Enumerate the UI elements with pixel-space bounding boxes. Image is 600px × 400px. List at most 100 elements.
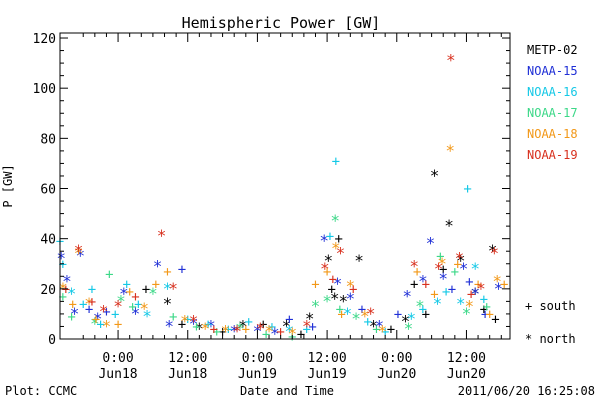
data-point-south: +	[285, 312, 293, 328]
data-point-north: *	[320, 259, 330, 278]
data-point-north: *	[346, 276, 356, 295]
data-point-north: *	[369, 316, 379, 335]
data-point-north: *	[494, 279, 504, 298]
x-tick-time-label: 0:00	[242, 351, 273, 366]
data-point-south: +	[381, 324, 389, 340]
data-point-north: *	[221, 321, 231, 340]
data-point-north: *	[402, 286, 412, 305]
data-point-south: +	[323, 264, 331, 280]
data-point-north: *	[470, 284, 480, 303]
data-point-north: *	[168, 279, 178, 298]
data-point-north: *	[74, 244, 84, 263]
data-point-north: *	[157, 226, 167, 245]
data-point-north: *	[90, 314, 100, 333]
y-tick-label: 40	[40, 233, 56, 248]
y-tick-label: 120	[33, 32, 56, 47]
x-axis-label: Date and Time	[240, 384, 334, 398]
data-point-north: *	[139, 299, 149, 318]
data-point-north: *	[232, 321, 242, 340]
series-noaa-16: ++*++++++**+ + + + + * +++* ++* + *+*+*+	[56, 154, 488, 341]
data-point-south: +	[244, 314, 252, 330]
data-point-south: +	[422, 277, 430, 293]
data-point-south: +	[67, 309, 75, 325]
legend-marker-north: * north	[525, 332, 576, 346]
data-point-south: +	[442, 284, 450, 300]
data-point-north: *	[102, 316, 112, 335]
data-point-south: +	[102, 304, 110, 320]
data-point-north: *	[459, 259, 469, 278]
data-point-south: +	[178, 262, 186, 278]
data-point-south: +	[169, 309, 177, 325]
data-point-south: +	[454, 257, 462, 273]
data-point-south: +	[184, 312, 192, 328]
data-point-north: *	[415, 296, 425, 315]
data-point-south: +	[204, 317, 212, 333]
plot-frame	[59, 32, 511, 340]
data-point-north: *	[282, 316, 292, 335]
y-tick-label: 60	[40, 183, 56, 198]
data-point-south: +	[311, 277, 319, 293]
data-point-north: *	[343, 304, 353, 323]
data-point-south: +	[152, 277, 160, 293]
data-point-north: *	[336, 244, 346, 263]
data-point-south: +	[111, 307, 119, 323]
data-point-north: *	[287, 324, 297, 343]
x-axis: 0:00Jun1812:00Jun180:00Jun1912:00Jun190:…	[82, 33, 502, 382]
data-point-south: +	[480, 292, 488, 308]
data-point-south: +	[451, 264, 459, 280]
data-point-south: +	[79, 297, 87, 313]
y-tick-label: 20	[40, 283, 56, 298]
data-point-north: *	[195, 319, 205, 338]
data-point-north: *	[131, 304, 141, 323]
data-point-north: *	[333, 274, 343, 293]
y-tick-label: 80	[40, 132, 56, 147]
data-point-south: +	[163, 264, 171, 280]
data-point-north: *	[206, 316, 216, 335]
data-point-north: *	[76, 246, 86, 265]
data-point-north: *	[455, 249, 465, 268]
data-point-north: *	[446, 51, 456, 70]
legend-entry: NOAA-18	[527, 127, 578, 141]
data-point-north: *	[163, 279, 173, 298]
data-point-south: +	[436, 249, 444, 265]
data-point-north: *	[311, 296, 321, 315]
data-point-south: +	[485, 307, 493, 323]
data-point-north: *	[116, 291, 126, 310]
x-tick-time-label: 12:00	[447, 351, 486, 366]
data-point-south: +	[134, 297, 142, 313]
data-point-north: *	[148, 284, 158, 303]
data-point-north: *	[437, 254, 447, 273]
data-point-south: +	[268, 319, 276, 335]
data-point-north: *	[433, 294, 443, 313]
data-point-north: *	[444, 216, 454, 235]
data-point-south: +	[410, 277, 418, 293]
data-point-south: +	[85, 302, 93, 318]
data-point-south: +	[96, 317, 104, 333]
data-point-north: *	[470, 259, 480, 278]
data-point-north: *	[113, 296, 123, 315]
footer-credit: Plot: CCMC	[5, 384, 77, 398]
series-noaa-19: +*+ * * +*** + * * + **+*+**+***+ **	[62, 51, 500, 341]
data-point-north: *	[456, 251, 466, 270]
data-point-north: *	[322, 291, 332, 310]
data-point-south: +	[448, 282, 456, 298]
data-point-south: +	[430, 287, 438, 303]
data-point-south: +	[337, 307, 345, 323]
data-point-north: *	[323, 251, 333, 270]
data-point-north: *	[84, 294, 94, 313]
data-point-north: *	[163, 294, 173, 313]
data-point-north: *	[93, 309, 103, 328]
data-point-south: +	[336, 302, 344, 318]
x-tick-date-label: Jun20	[447, 367, 486, 382]
data-point-south: +	[131, 289, 139, 305]
data-point-south: +	[59, 289, 67, 305]
data-point-south: +	[329, 272, 337, 288]
data-point-north: *	[164, 316, 174, 335]
data-point-south: +	[88, 282, 96, 298]
data-point-north: *	[119, 284, 129, 303]
data-point-north: *	[462, 304, 472, 323]
series-noaa-18: *+**+ * ++*++* * * + * *++*+***++**+*++*+	[58, 141, 508, 343]
data-point-south: +	[413, 264, 421, 280]
data-point-north: *	[377, 321, 387, 340]
data-series-layer: +*+ * + * + * +**+*+*** + *++*+***+*+****+ * +****…	[56, 51, 509, 346]
